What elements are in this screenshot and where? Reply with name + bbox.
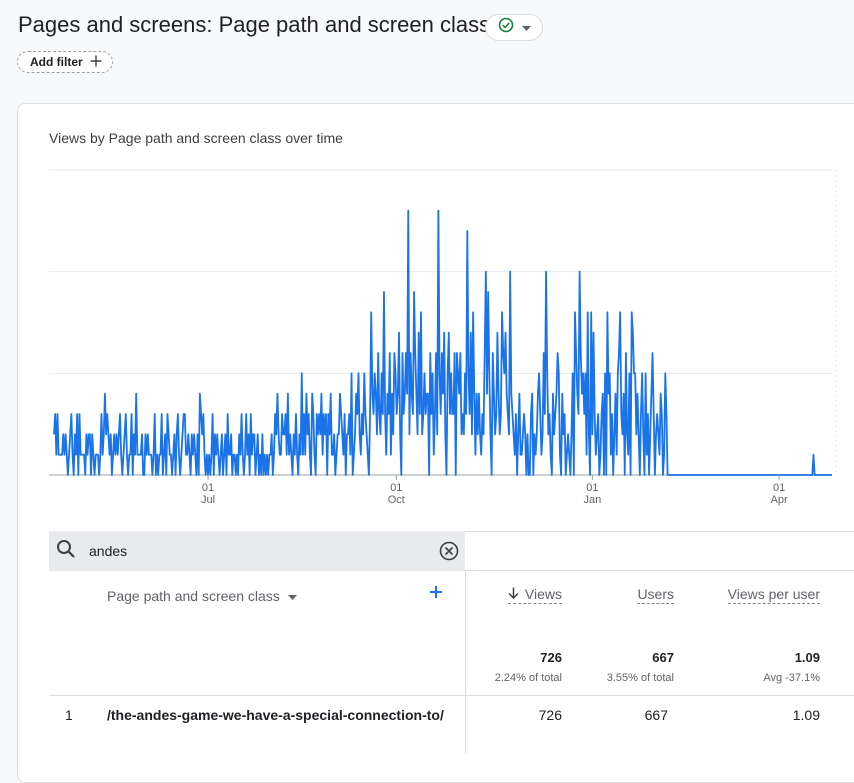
search-icon [55,538,77,565]
views-header-label: Views [524,586,562,602]
clear-search-icon[interactable] [439,541,459,566]
add-filter-button[interactable]: Add filter [17,51,113,73]
caret-down-icon [521,19,531,37]
search-input[interactable] [87,542,431,560]
x-tick-month-label: Oct [388,494,405,506]
add-filter-label: Add filter [30,55,83,69]
views-column-header[interactable]: Views [507,586,562,604]
totals-divider [49,695,854,696]
report-card [17,103,854,783]
views-total: 726 [540,650,562,665]
views-per-user-avg: Avg -37.1% [763,672,820,684]
x-tick-month-label: Jan [584,494,602,506]
column-divider [465,571,466,753]
row-index: 1 [65,707,73,723]
check-circle-icon [498,17,514,38]
users-total-share: 3.55% of total [606,672,674,684]
users-total: 667 [652,650,674,665]
row-views-per-user: 1.09 [792,707,820,723]
x-tick-day-label: 01 [202,482,214,494]
x-tick-day-label: 01 [390,482,402,494]
table-toolbar-space [465,531,854,571]
row-users: 667 [644,707,668,723]
data-quality-status-button[interactable] [485,14,543,41]
views-total-share: 2.24% of total [494,672,562,684]
views-per-user-total: 1.09 [794,650,820,665]
page-title: Pages and screens: Page path and screen … [18,12,491,37]
views-series-line [53,209,832,476]
views-per-user-column-header[interactable]: Views per user [727,586,820,604]
row-views: 726 [538,707,562,723]
users-column-header[interactable]: Users [637,586,674,604]
x-tick-month-label: Apr [771,494,788,506]
x-tick-month-label: Jul [201,494,215,506]
chart-title: Views by Page path and screen class over… [49,130,343,146]
x-tick-day-label: 01 [773,482,785,494]
caret-down-icon [287,588,297,604]
dimension-header[interactable]: Page path and screen class [107,588,297,604]
add-dimension-plus-icon[interactable] [429,585,443,604]
row-page-path[interactable]: /the-andes-game-we-have-a-special-connec… [107,707,444,723]
x-tick-day-label: 01 [586,482,598,494]
plus-icon [90,55,102,70]
table-search-box [49,531,465,571]
dimension-header-label: Page path and screen class [107,588,280,604]
sort-down-arrow-icon [508,586,519,602]
